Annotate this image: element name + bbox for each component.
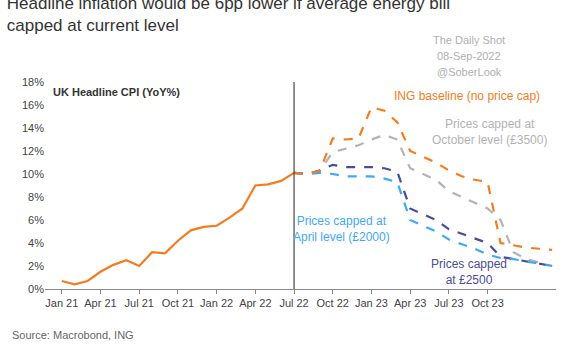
svg-text:Prices cappedat £2500: Prices cappedat £2500 bbox=[431, 257, 507, 287]
svg-text:12%: 12% bbox=[22, 145, 44, 157]
svg-text:Jan 23: Jan 23 bbox=[355, 297, 388, 309]
svg-text:Oct 22: Oct 22 bbox=[317, 297, 349, 309]
svg-text:6%: 6% bbox=[28, 214, 44, 226]
svg-text:Jan 22: Jan 22 bbox=[200, 297, 233, 309]
svg-text:Jul 22: Jul 22 bbox=[279, 297, 308, 309]
svg-text:08-Sep-2022: 08-Sep-2022 bbox=[437, 50, 501, 62]
svg-text:Jul 23: Jul 23 bbox=[434, 297, 463, 309]
svg-text:Jul 21: Jul 21 bbox=[125, 297, 154, 309]
svg-text:The Daily Shot: The Daily Shot bbox=[433, 34, 505, 46]
svg-text:18%: 18% bbox=[22, 76, 44, 88]
svg-text:ING baseline (no price cap): ING baseline (no price cap) bbox=[394, 89, 540, 103]
svg-text:Source: Macrobond, ING: Source: Macrobond, ING bbox=[12, 329, 134, 341]
svg-text:Oct 21: Oct 21 bbox=[162, 297, 194, 309]
svg-text:4%: 4% bbox=[28, 237, 44, 249]
svg-text:0%: 0% bbox=[28, 283, 44, 295]
svg-text:Apr 21: Apr 21 bbox=[84, 297, 116, 309]
svg-text:@SoberLook: @SoberLook bbox=[437, 66, 502, 78]
svg-text:14%: 14% bbox=[22, 122, 44, 134]
svg-text:UK Headline CPI (YoY%): UK Headline CPI (YoY%) bbox=[53, 86, 180, 98]
svg-text:Oct 23: Oct 23 bbox=[471, 297, 503, 309]
svg-text:16%: 16% bbox=[22, 99, 44, 111]
svg-text:Headline inflation would be 6p: Headline inflation would be 6pp lower if… bbox=[7, 0, 450, 35]
svg-text:Apr 23: Apr 23 bbox=[394, 297, 426, 309]
svg-text:10%: 10% bbox=[22, 168, 44, 180]
svg-text:Jan 21: Jan 21 bbox=[45, 297, 78, 309]
svg-text:Prices capped atOctober level: Prices capped atOctober level (£3500) bbox=[432, 117, 547, 147]
svg-text:Prices capped atApril level (£: Prices capped atApril level (£2000) bbox=[293, 214, 390, 244]
svg-text:Apr 22: Apr 22 bbox=[239, 297, 271, 309]
svg-text:2%: 2% bbox=[28, 260, 44, 272]
svg-text:8%: 8% bbox=[28, 191, 44, 203]
